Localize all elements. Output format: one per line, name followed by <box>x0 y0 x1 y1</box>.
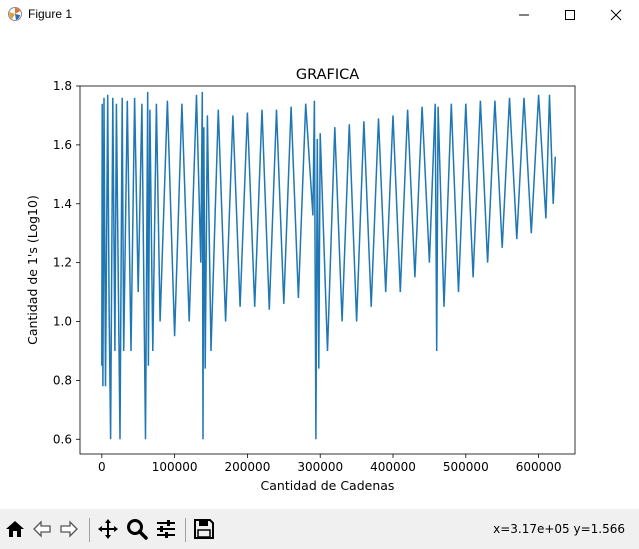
maximize-icon <box>565 10 575 20</box>
window-title: Figure 1 <box>28 7 73 21</box>
y-tick-label: 0.6 <box>53 432 72 446</box>
forward-arrow-icon <box>60 520 78 538</box>
navigation-toolbar: x=3.17e+05 y=1.566 <box>0 509 639 549</box>
x-tick-label: 0 <box>98 460 106 474</box>
pan-icon <box>98 519 118 539</box>
x-tick-label: 500000 <box>443 460 489 474</box>
x-tick-label: 200000 <box>225 460 271 474</box>
y-tick-label: 1.0 <box>53 315 72 329</box>
matplotlib-app-icon <box>7 6 23 22</box>
zoom-icon <box>127 519 148 540</box>
toolbar-separator <box>89 518 90 542</box>
window-titlebar: Figure 1 <box>0 0 639 30</box>
forward-button[interactable] <box>58 518 80 540</box>
home-button[interactable] <box>4 518 26 540</box>
plot-frame <box>79 85 576 455</box>
y-tick-label: 1.8 <box>53 79 72 93</box>
x-tick-label: 600000 <box>516 460 562 474</box>
home-icon <box>6 521 24 537</box>
cursor-coordinates: x=3.17e+05 y=1.566 <box>493 522 625 536</box>
save-icon <box>194 519 214 539</box>
series-line-0 <box>101 91 557 440</box>
close-icon <box>610 9 622 21</box>
y-tick-label: 1.4 <box>53 197 72 211</box>
y-tick-label: 0.8 <box>53 373 72 387</box>
toolbar-separator <box>185 518 186 542</box>
save-button[interactable] <box>193 518 215 540</box>
x-axis-label: Cantidad de Cadenas <box>261 478 395 493</box>
configure-subplots-button[interactable] <box>155 518 177 540</box>
minimize-button[interactable] <box>501 0 547 30</box>
back-arrow-icon <box>33 520 51 538</box>
close-button[interactable] <box>593 0 639 30</box>
chart-title: GRAFICA <box>296 67 359 83</box>
maximize-button[interactable] <box>547 0 593 30</box>
chart-svg: 0 100000 200000 300000 400000 500000 600000 0.6… <box>25 67 576 493</box>
x-tick-label: 100000 <box>152 460 198 474</box>
zoom-button[interactable] <box>126 518 148 540</box>
figure-canvas[interactable]: 0 100000 200000 300000 400000 500000 600000 0.6… <box>0 30 639 509</box>
x-tick-label: 400000 <box>370 460 416 474</box>
back-button[interactable] <box>31 518 53 540</box>
pan-button[interactable] <box>97 518 119 540</box>
y-axis-label: Cantidad de 1's (Log10) <box>25 195 40 345</box>
configure-subplots-icon <box>157 520 175 538</box>
y-tick-label: 1.6 <box>53 138 72 152</box>
x-tick-label: 300000 <box>297 460 343 474</box>
minimize-icon <box>519 14 529 16</box>
y-tick-label: 1.2 <box>53 256 72 270</box>
